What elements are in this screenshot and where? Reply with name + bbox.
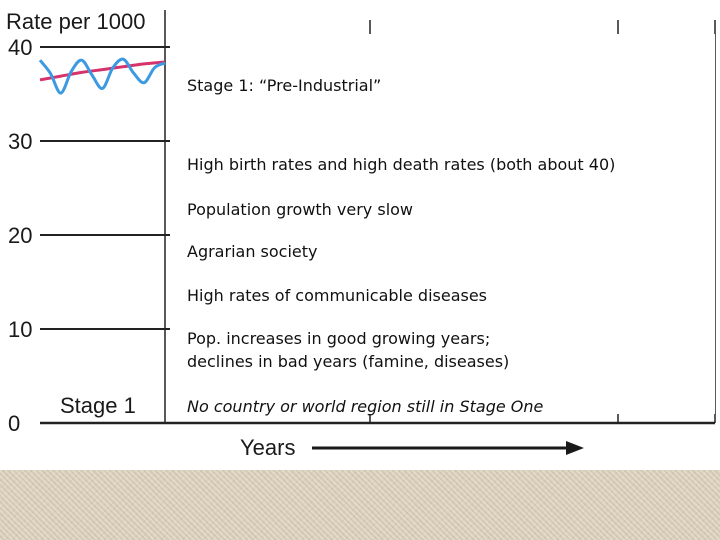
info-item: Agrarian society (187, 242, 318, 261)
y-tick-label-30: 30 (8, 129, 32, 154)
info-item: Population growth very slow (187, 200, 414, 219)
stage-title: Stage 1: “Pre-Industrial” (187, 76, 382, 95)
y-tick-label-40: 40 (8, 35, 32, 60)
y-tick-label-0: 0 (8, 411, 20, 436)
x-axis-label: Years (240, 435, 295, 460)
y-axis-label: Rate per 1000 (6, 9, 145, 34)
footer-texture-band (0, 470, 720, 540)
y-tick-label-10: 10 (8, 317, 32, 342)
info-item-line: declines in bad years (famine, diseases) (187, 352, 510, 371)
info-item-line: Pop. increases in good growing years; (187, 329, 491, 348)
x-axis-arrow (312, 441, 584, 455)
info-item: High birth rates and high death rates (b… (187, 155, 616, 174)
stage-info-box: Stage 1: “Pre-Industrial” High birth rat… (170, 34, 715, 416)
y-tick-labels: 0 10 20 30 40 (8, 35, 32, 436)
info-item: High rates of communicable diseases (187, 286, 488, 305)
series-line-0 (39, 60, 166, 82)
stage-label: Stage 1 (60, 393, 136, 418)
series-line-1 (38, 57, 166, 95)
series-layer (38, 57, 166, 95)
stage-note: No country or world region still in Stag… (187, 397, 544, 416)
y-tick-label-20: 20 (8, 223, 32, 248)
